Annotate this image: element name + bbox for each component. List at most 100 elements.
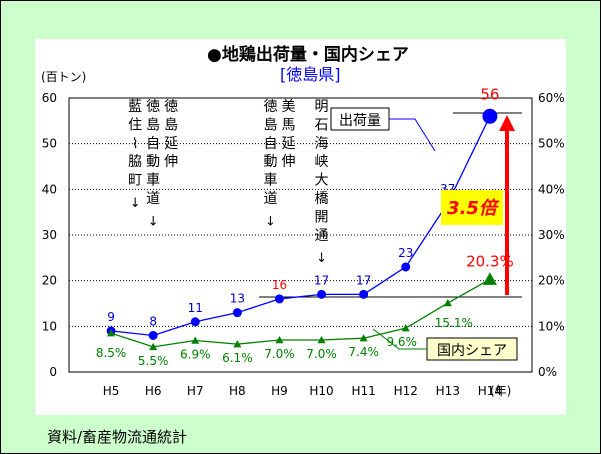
shipment-point: [482, 108, 498, 124]
annotation-char: 住: [128, 117, 142, 133]
share-point: [401, 324, 410, 332]
share-data-label: 6.9%: [180, 347, 211, 361]
share-data-label: 6.1%: [222, 351, 253, 365]
x-tick-label: H7: [187, 384, 204, 398]
annotation-char: 島: [164, 117, 178, 133]
annotation-arrow: ↓: [148, 214, 159, 229]
legend-share-label: 国内シェア: [437, 343, 507, 359]
share-point: [275, 336, 284, 344]
annotation-char: 動: [263, 154, 277, 170]
share-data-label: 9.6%: [386, 335, 417, 349]
annotation-char: 島: [146, 117, 160, 133]
annotation-arrow: ↓: [130, 196, 141, 211]
y-left-tick-label: 0: [49, 365, 57, 379]
shipment-data-label: 17: [356, 273, 371, 287]
shipment-point: [317, 289, 327, 299]
share-data-label: 20.3%: [466, 252, 514, 270]
shipment-point: [359, 289, 369, 299]
share-data-label: 5.5%: [138, 354, 169, 368]
annotation-char: 美: [281, 99, 295, 115]
annotation-char: 徳: [146, 99, 160, 115]
shipment-data-label: 13: [230, 292, 245, 306]
plot-area-border: [68, 97, 533, 373]
series-markers: [106, 108, 498, 351]
series-line-shipment: [111, 115, 491, 337]
legend-share-leader: [372, 328, 427, 350]
y-left-tick-label: 10: [42, 319, 57, 333]
share-point: [191, 336, 200, 344]
annotation-char: 大: [315, 173, 329, 189]
source-note: 資料/畜産物流通統計: [47, 428, 188, 446]
shipment-point: [190, 317, 200, 327]
annotation-char: ⌇: [132, 136, 139, 152]
annotation-char: 通: [315, 228, 329, 244]
x-tick-label: H6: [145, 384, 162, 398]
annotation-char: 道: [263, 191, 277, 207]
growth-label-box: [441, 190, 503, 225]
y-left-tick-label: 60: [42, 91, 57, 105]
series-lines: [110, 115, 491, 348]
y-left-label: (百トン): [41, 70, 86, 84]
growth-label: 3.5倍: [447, 198, 500, 219]
annotation-char: 石: [315, 117, 329, 133]
annotation-char: 藍: [128, 99, 142, 115]
shipment-point: [148, 330, 158, 340]
share-point: [482, 272, 497, 285]
legend-shipment-leader: [389, 118, 436, 152]
annotation-char: 伸: [164, 154, 178, 170]
y-left-tick-label: 50: [42, 137, 57, 151]
legend-shipment-label: 出荷量: [339, 113, 381, 129]
shipment-data-label: 23: [398, 246, 413, 260]
share-data-label: 15.1%: [435, 316, 473, 330]
annotation-char: 延: [281, 136, 295, 152]
annotation-char: 明: [315, 99, 329, 115]
share-data-label: 8.5%: [96, 346, 127, 360]
annotation-char: 延: [164, 136, 178, 152]
annotation-arrow: ↓: [265, 214, 276, 229]
share-point: [443, 299, 452, 307]
x-tick-label: H14: [478, 384, 502, 398]
x-tick-label: H10: [309, 384, 333, 398]
y-right-tick-label: 0%: [538, 365, 557, 379]
x-ticks: H5 H6 H7 H8 H9 H10 H11 H12 H13 H14: [103, 384, 502, 398]
annotation-char: 動: [146, 154, 160, 170]
y-right-tick-label: 30%: [538, 228, 565, 242]
x-tick-label: H12: [394, 384, 418, 398]
chart-title: ●地鶏出荷量・国内シェア: [207, 44, 409, 65]
share-point: [149, 342, 158, 351]
annotation-char: 開: [315, 209, 329, 225]
y-left-tick-label: 20: [42, 274, 57, 288]
shipment-data-label: 16: [272, 278, 287, 292]
share-point: [317, 336, 326, 344]
chart-svg: ●地鶏出荷量・国内シェア [徳島県] (百トン) (年) 0 10 20 30 40 50…: [41, 44, 565, 398]
share-data-label: 7.4%: [348, 345, 379, 359]
y-right-tick-label: 60%: [538, 91, 565, 105]
chart-panel: ●地鶏出荷量・国内シェア [徳島県] (百トン) (年) 0 10 20 30 40 50…: [35, 39, 566, 415]
shipment-data-label: 8: [149, 314, 157, 328]
x-tick-label: H11: [351, 384, 375, 398]
share-point: [233, 340, 242, 348]
y-left-tick-label: 40: [42, 182, 57, 196]
annotation-char: 島: [263, 117, 277, 133]
x-unit-label: (年): [490, 384, 511, 398]
shipment-point: [232, 308, 242, 318]
chart-subtitle: [徳島県]: [280, 65, 341, 84]
x-tick-label: H13: [436, 384, 460, 398]
annotation-char: 自: [146, 136, 160, 152]
y-right-tick-label: 20%: [538, 274, 565, 288]
shipment-data-label: 11: [188, 301, 203, 315]
y-left-ticks: 0 10 20 30 40 50 60: [42, 91, 57, 379]
shipment-data-label: 56: [480, 85, 499, 103]
shipment-point: [274, 294, 284, 304]
y-right-tick-label: 50%: [538, 137, 565, 151]
series-line-share: [110, 278, 491, 348]
annotation-char: 徳: [263, 99, 277, 115]
annotation-char: 車: [146, 172, 160, 189]
shipment-point: [401, 262, 411, 272]
annotation-char: 自: [263, 136, 277, 152]
annotation-char: 峡: [315, 154, 329, 170]
